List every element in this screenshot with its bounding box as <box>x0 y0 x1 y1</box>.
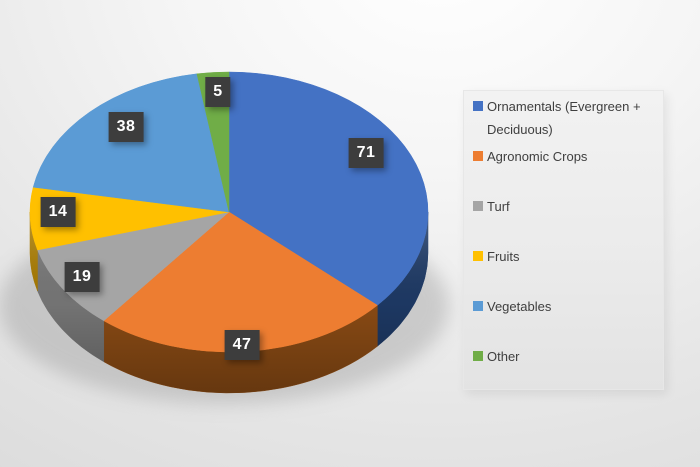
data-label-other: 5 <box>205 77 231 107</box>
legend-label: Agronomic Crops <box>487 149 588 164</box>
legend-label: Vegetables <box>487 299 552 314</box>
legend-item-other: Other <box>473 345 657 395</box>
data-label-fruits: 14 <box>40 197 76 227</box>
legend-label: Turf <box>487 199 510 214</box>
legend-swatch-agronomic-crops <box>473 151 483 161</box>
legend: Ornamentals (Evergreen + Deciduous) Agro… <box>463 90 664 390</box>
legend-swatch-other <box>473 351 483 361</box>
legend-item-agronomic-crops: Agronomic Crops <box>473 145 657 195</box>
legend-item-fruits: Fruits <box>473 245 657 295</box>
legend-swatch-fruits <box>473 251 483 261</box>
data-label-ornamentals: 71 <box>348 138 384 168</box>
pie-slice-turf <box>37 211 230 322</box>
legend-item-vegetables: Vegetables <box>473 295 657 345</box>
legend-swatch-vegetables <box>473 301 483 311</box>
legend-label: Ornamentals (Evergreen + Deciduous) <box>487 99 641 137</box>
legend-item-ornamentals: Ornamentals (Evergreen + Deciduous) <box>473 95 657 145</box>
legend-item-turf: Turf <box>473 195 657 245</box>
legend-swatch-turf <box>473 201 483 211</box>
data-label-vegetables: 38 <box>108 112 144 142</box>
data-label-turf: 19 <box>64 262 100 292</box>
legend-label: Other <box>487 349 520 364</box>
pie-slice-ornamentals <box>228 71 429 306</box>
data-label-agronomic-crops: 47 <box>224 330 260 360</box>
legend-swatch-ornamentals <box>473 101 483 111</box>
legend-label: Fruits <box>487 249 520 264</box>
pie-rim-shading <box>30 212 428 393</box>
pie-slice-vegetables <box>32 73 230 213</box>
